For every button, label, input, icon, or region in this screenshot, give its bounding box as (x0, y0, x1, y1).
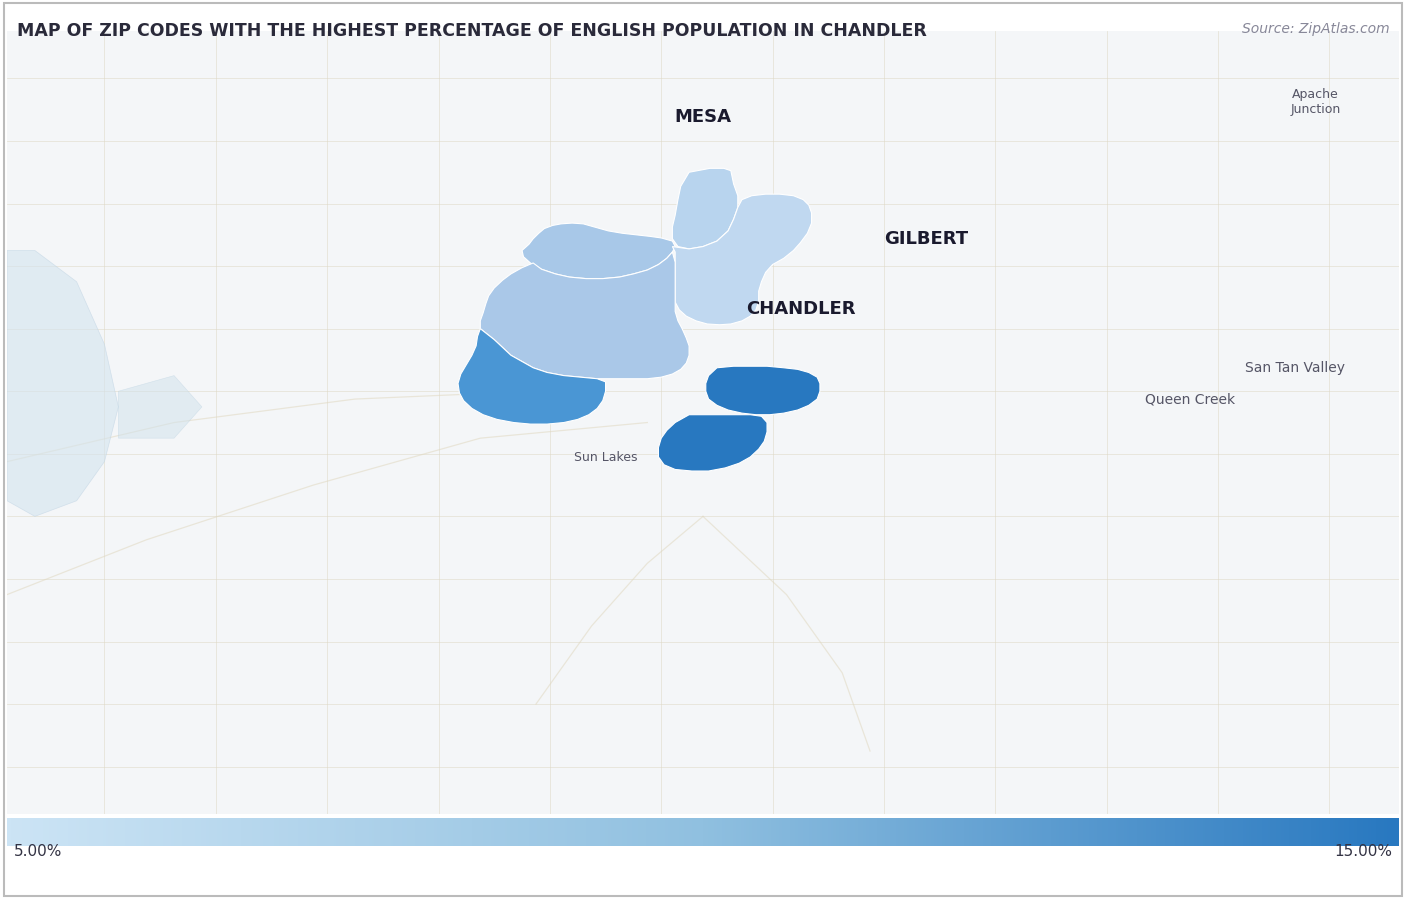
Text: Sun Lakes: Sun Lakes (574, 451, 637, 464)
Text: MAP OF ZIP CODES WITH THE HIGHEST PERCENTAGE OF ENGLISH POPULATION IN CHANDLER: MAP OF ZIP CODES WITH THE HIGHEST PERCEN… (17, 22, 927, 40)
Polygon shape (706, 366, 820, 414)
Polygon shape (672, 194, 811, 325)
Polygon shape (672, 168, 738, 249)
Polygon shape (7, 251, 118, 516)
Polygon shape (522, 223, 675, 279)
Text: 15.00%: 15.00% (1334, 844, 1392, 859)
Polygon shape (658, 414, 768, 471)
Polygon shape (481, 252, 689, 378)
Text: CHANDLER: CHANDLER (745, 300, 855, 318)
Polygon shape (118, 376, 202, 438)
Text: 5.00%: 5.00% (14, 844, 62, 859)
Polygon shape (458, 329, 606, 424)
Text: MESA: MESA (675, 109, 731, 127)
Text: Queen Creek: Queen Creek (1144, 392, 1236, 406)
Text: Source: ZipAtlas.com: Source: ZipAtlas.com (1241, 22, 1389, 37)
Text: San Tan Valley: San Tan Valley (1244, 360, 1344, 375)
Text: GILBERT: GILBERT (883, 230, 967, 248)
Text: Apache
Junction: Apache Junction (1291, 88, 1340, 116)
